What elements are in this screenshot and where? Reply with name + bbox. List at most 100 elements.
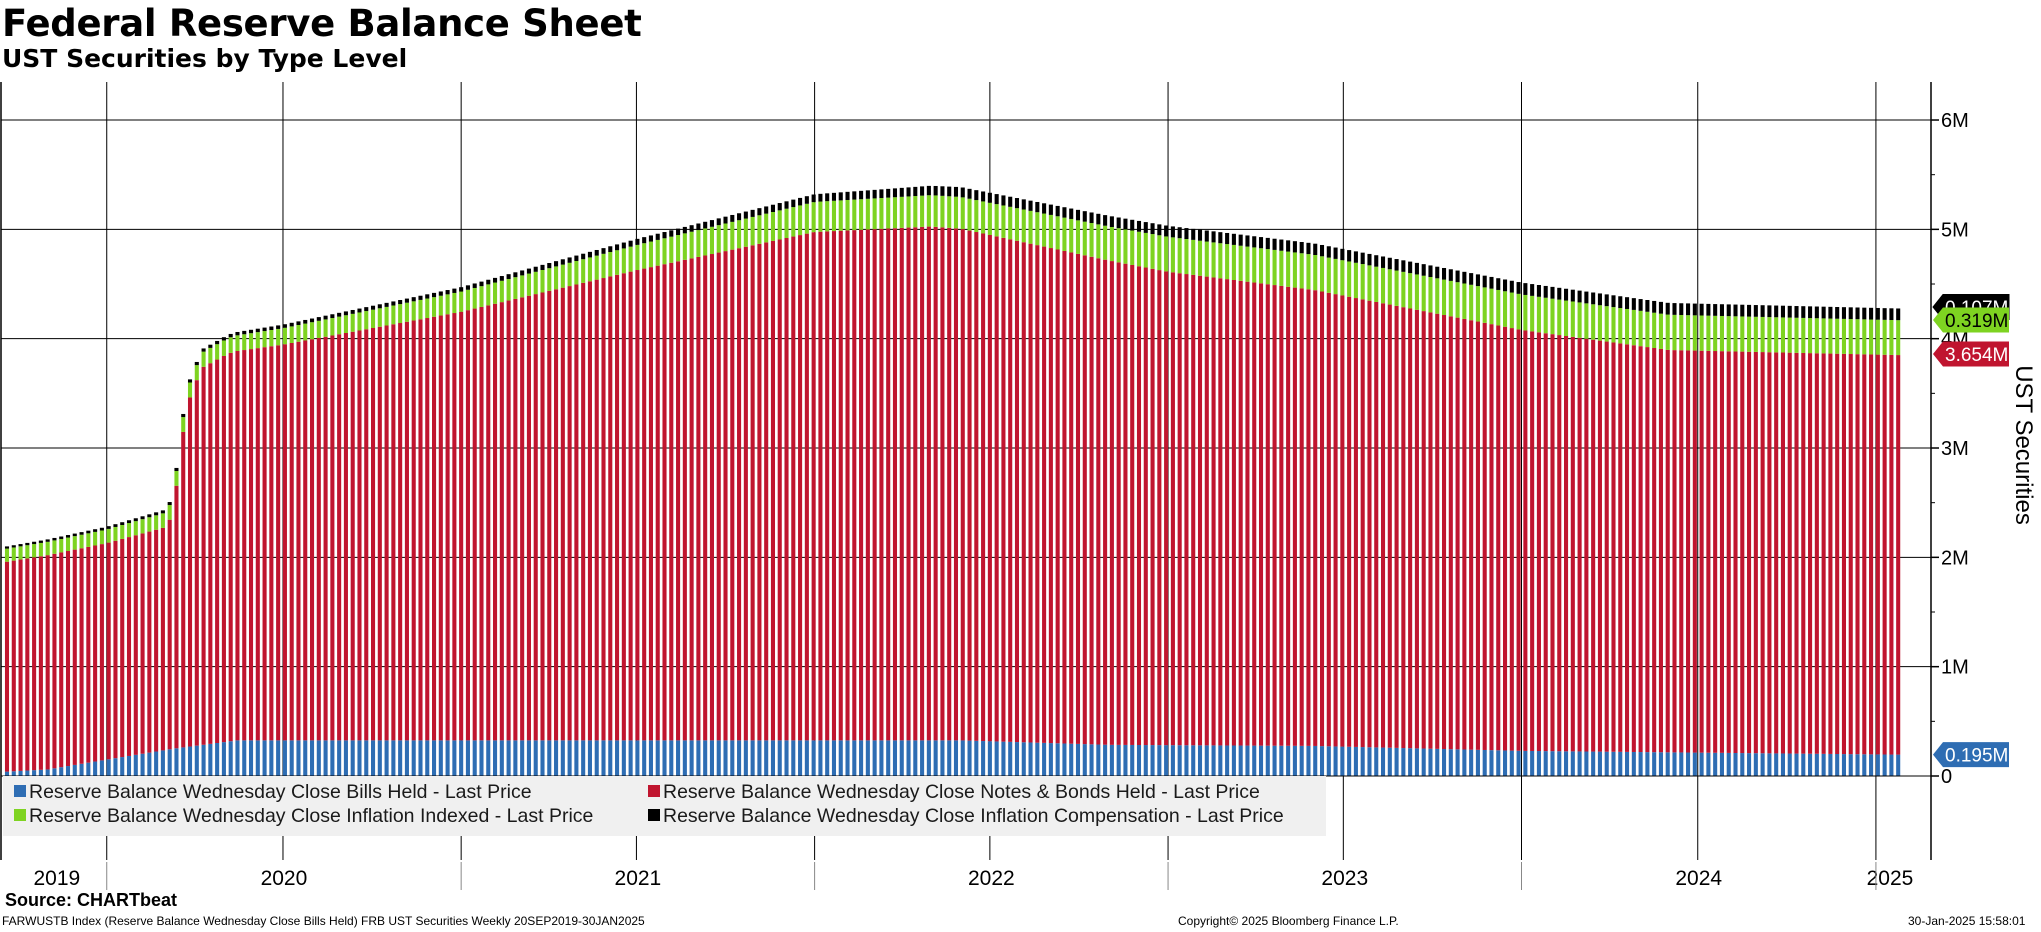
bar-segment-series-3 <box>425 298 430 319</box>
bar-segment-series-1 <box>1767 753 1772 776</box>
bar-segment-series-1 <box>1252 745 1257 776</box>
bar-segment-series-2 <box>1170 272 1175 746</box>
bar-segment-series-3 <box>1014 208 1020 241</box>
bar-segment-series-3 <box>1747 316 1752 352</box>
bar-segment-series-2 <box>1577 337 1582 752</box>
bar-segment-series-4 <box>25 542 30 546</box>
bar-segment-series-4 <box>526 268 531 274</box>
bar-segment-series-4 <box>38 540 43 543</box>
bar-segment-series-2 <box>1374 301 1379 748</box>
bar-segment-series-4 <box>533 266 538 272</box>
bar-segment-series-4 <box>1136 220 1142 232</box>
bar-segment-series-2 <box>59 552 64 768</box>
bar-segment-series-2 <box>1584 338 1589 752</box>
bar-segment-series-3 <box>1069 218 1074 253</box>
bar-segment-series-1 <box>1658 752 1663 776</box>
bar-segment-series-4 <box>1523 283 1528 295</box>
bar-segment-series-2 <box>1157 270 1162 746</box>
bar-segment-series-2 <box>357 330 362 741</box>
last-value-text: 3.654M <box>1945 345 2008 366</box>
bar-segment-series-3 <box>648 241 653 268</box>
bar-segment-series-4 <box>974 190 979 201</box>
bar-segment-series-1 <box>330 740 335 776</box>
bar-segment-series-3 <box>160 513 165 528</box>
bar-segment-series-3 <box>181 417 186 432</box>
bar-segment-series-3 <box>621 248 626 274</box>
bar-segment-series-3 <box>465 289 470 311</box>
bar-segment-series-2 <box>1550 334 1555 752</box>
bar-segment-series-3 <box>974 200 979 233</box>
bar-segment-series-4 <box>1103 215 1108 226</box>
bar-segment-series-2 <box>221 355 226 743</box>
bar-segment-series-3 <box>93 531 98 546</box>
bar-segment-series-2 <box>86 546 91 763</box>
bar-segment-series-1 <box>737 740 742 776</box>
bar-segment-series-2 <box>513 298 518 741</box>
bar-segment-series-1 <box>811 740 816 776</box>
bar-segment-series-3 <box>1380 267 1386 304</box>
bar-segment-series-3 <box>689 231 694 259</box>
bar-segment-series-4 <box>716 218 721 226</box>
bar-segment-series-1 <box>140 753 145 776</box>
bar-segment-series-2 <box>1394 305 1399 748</box>
bar-segment-series-4 <box>899 187 904 197</box>
bar-segment-series-1 <box>953 740 959 776</box>
bar-segment-series-4 <box>852 191 857 200</box>
bar-segment-series-3 <box>1252 247 1257 283</box>
bar-segment-series-2 <box>1143 267 1148 746</box>
bar-segment-series-2 <box>662 264 667 741</box>
bar-segment-series-2 <box>987 234 992 742</box>
bar-segment-series-4 <box>1862 307 1867 320</box>
bar-segment-series-4 <box>1713 304 1718 316</box>
bar-segment-series-2 <box>1747 351 1752 754</box>
bar-segment-series-2 <box>1652 348 1657 753</box>
bar-segment-series-1 <box>784 740 789 776</box>
bar-segment-series-2 <box>872 229 877 741</box>
bar-segment-series-2 <box>1421 311 1426 749</box>
bar-segment-series-1 <box>1042 742 1047 776</box>
source-note: Source: CHARTbeat <box>5 890 178 910</box>
bar-segment-series-2 <box>215 359 220 744</box>
bar-segment-series-3 <box>1245 246 1250 282</box>
bar-segment-series-1 <box>1475 749 1480 776</box>
bar-segment-series-1 <box>1326 746 1331 776</box>
bar-segment-series-4 <box>432 292 437 298</box>
bar-segment-series-3 <box>1008 206 1013 240</box>
bar-segment-series-4 <box>1692 303 1697 316</box>
bar-segment-series-1 <box>926 740 931 776</box>
bar-segment-series-3 <box>682 233 687 260</box>
bar-segment-series-3 <box>594 255 599 280</box>
bar-segment-series-3 <box>1692 315 1697 351</box>
bar-segment-series-4 <box>228 333 233 338</box>
bar-segment-series-4 <box>1536 285 1541 297</box>
bar-segment-series-2 <box>1252 282 1257 746</box>
bar-segment-series-2 <box>1625 344 1630 752</box>
bar-segment-series-3 <box>99 530 104 545</box>
bar-segment-series-4 <box>635 238 640 245</box>
bar-segment-series-3 <box>1814 318 1819 354</box>
bar-segment-series-3 <box>852 199 857 231</box>
bar-segment-series-3 <box>1482 287 1487 323</box>
bar-segment-series-3 <box>1787 317 1792 353</box>
bar-segment-series-3 <box>1523 294 1528 331</box>
bar-segment-series-3 <box>540 269 545 293</box>
bar-segment-series-1 <box>1150 745 1155 776</box>
bar-segment-series-3 <box>1625 308 1630 345</box>
bar-segment-series-2 <box>913 227 918 741</box>
bar-segment-series-2 <box>621 273 626 741</box>
bar-segment-series-3 <box>1794 317 1799 353</box>
bar-segment-series-4 <box>1780 305 1785 318</box>
bar-segment-series-2 <box>587 281 592 741</box>
bar-segment-series-4 <box>1733 304 1738 317</box>
bar-segment-series-2 <box>567 286 572 741</box>
bar-segment-series-4 <box>1258 237 1264 249</box>
bar-segment-series-4 <box>1347 250 1352 262</box>
bar-segment-series-2 <box>1557 335 1562 752</box>
bar-segment-series-4 <box>438 291 443 296</box>
bar-segment-series-3 <box>1096 224 1101 259</box>
bar-segment-series-3 <box>798 205 803 236</box>
bar-segment-series-4 <box>845 191 850 200</box>
bar-segment-series-4 <box>194 361 199 366</box>
bar-segment-series-1 <box>106 759 111 776</box>
bar-segment-series-2 <box>798 235 803 741</box>
